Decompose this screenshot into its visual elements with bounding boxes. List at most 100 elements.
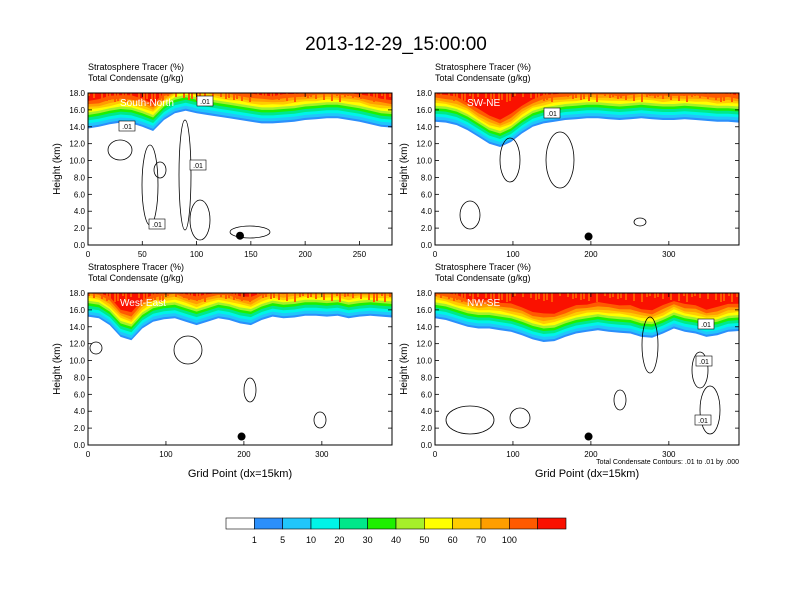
tracer-speckle [493, 93, 495, 99]
tracer-speckle [580, 93, 582, 100]
tracer-speckle [154, 93, 156, 100]
tracer-speckle [657, 93, 659, 97]
tracer-speckle [535, 93, 537, 100]
x-tick-label: 50 [138, 250, 147, 259]
tracer-speckle [670, 293, 672, 300]
colorbar-label: 30 [363, 535, 373, 545]
tracer-speckle [162, 293, 164, 301]
tracer-speckle [125, 293, 127, 302]
tracer-speckle [572, 93, 574, 99]
colorbar-swatch [225, 517, 255, 530]
contour-info-text: Total Condensate Contours: .01 to .01 by… [596, 459, 739, 466]
tracer-speckle [435, 93, 437, 96]
y-tick-label: 14.0 [69, 323, 85, 332]
tracer-speckle [731, 93, 733, 102]
colorbar-swatch [367, 517, 397, 530]
tracer-speckle [368, 293, 370, 300]
tracer-speckle [143, 93, 145, 100]
tracer-speckle [368, 93, 370, 100]
tracer-speckle [273, 93, 275, 98]
tracer-speckle [220, 93, 222, 97]
contour-label-box [148, 218, 166, 230]
y-tick-label: 10.0 [416, 157, 432, 166]
colorbar-swatch [282, 517, 312, 530]
tracer-speckle [485, 93, 487, 98]
location-marker [236, 231, 244, 240]
tracer-speckle [736, 93, 738, 97]
tracer-speckle [376, 93, 378, 101]
panels: .01 .01 .01 .01 South-North 0.0 2.0 4.0 6.0 8.0 10… [52, 62, 740, 480]
tracer-speckle [686, 293, 688, 302]
y-tick-label: 12.0 [416, 140, 432, 149]
y-tick-label: 2.0 [421, 224, 433, 233]
x-tick-label: 300 [662, 450, 676, 459]
y-tick-label: 0.0 [74, 441, 86, 450]
tracer-speckle [88, 293, 90, 296]
tracer-speckle [130, 293, 132, 297]
tracer-speckle [191, 93, 193, 99]
tracer-speckle [657, 293, 659, 297]
panel-title-line-1: Stratosphere Tracer (%) [88, 262, 184, 272]
tracer-speckle [270, 293, 272, 299]
chart-panel-bottom-right: .01 .01 .01 NW-SE 0.0 2.0 4.0 6.0 8.0 10.0 12.0 14.… [399, 262, 740, 480]
tracer-speckle [506, 293, 508, 302]
y-axis-label: Height (km) [399, 143, 410, 195]
x-tick-label: 300 [315, 450, 329, 459]
plot-content: West-East [88, 293, 392, 441]
tracer-speckle [146, 93, 148, 99]
y-tick-label: 4.0 [421, 207, 433, 216]
tracer-speckle [620, 93, 622, 98]
contour-label-box [196, 95, 214, 107]
y-tick-label: 0.0 [421, 241, 433, 250]
location-marker [237, 432, 246, 441]
x-tick-label: 0 [86, 450, 91, 459]
x-tick-label: 100 [190, 250, 204, 259]
x-tick-label: 0 [433, 250, 438, 259]
tracer-speckle [167, 93, 169, 96]
condensate-contour [509, 407, 531, 429]
tracer-speckle [625, 93, 627, 100]
tracer-speckle [609, 293, 611, 298]
tracer-speckle [514, 293, 516, 296]
tracer-speckle [670, 93, 672, 100]
tracer-speckle [720, 293, 722, 302]
y-tick-label: 4.0 [74, 407, 86, 416]
condensate-contour [89, 341, 103, 355]
plot-border [87, 92, 393, 246]
tracer-speckle [376, 293, 378, 301]
tracer-speckle [728, 293, 730, 296]
tracer-speckle [461, 293, 463, 302]
plot-content: .01 .01 .01 .01 South-North [88, 93, 392, 241]
tracer-speckle [347, 293, 349, 296]
tracer-speckle [265, 93, 267, 97]
chart-panel-bottom-left: West-East 0.0 2.0 4.0 6.0 8.0 10.0 12.0 14.0 16.0… [52, 262, 393, 480]
tracer-speckle [728, 93, 730, 96]
tracer-speckle [241, 93, 243, 101]
tracer-speckle [389, 293, 391, 297]
tracer-speckle [299, 93, 301, 97]
tracer-speckle [130, 93, 132, 97]
colorbar-label: 40 [391, 535, 401, 545]
tracer-speckle [620, 293, 622, 298]
y-axis-label: Height (km) [52, 143, 63, 195]
tracer-speckle [559, 93, 561, 96]
tracer-speckle [339, 93, 341, 102]
tracer-speckle [453, 293, 455, 301]
x-axis-label: Grid Point (dx=15km) [188, 468, 292, 480]
tracer-speckle [273, 293, 275, 298]
tracer-speckle [646, 93, 648, 97]
tracer-speckle [469, 293, 471, 296]
colorbar-label: 60 [448, 535, 458, 545]
y-tick-label: 16.0 [69, 306, 85, 315]
tracer-speckle [490, 93, 492, 100]
y-tick-label: 8.0 [74, 373, 86, 382]
condensate-contour [691, 351, 709, 389]
tracer-speckle [146, 293, 148, 299]
tracer-speckle [307, 93, 309, 98]
colorbar-swatch [480, 517, 510, 530]
tracer-speckle [522, 93, 524, 97]
tracer-speckle [485, 293, 487, 298]
tracer-speckle [122, 93, 124, 96]
contour-label: .01 [547, 111, 557, 118]
